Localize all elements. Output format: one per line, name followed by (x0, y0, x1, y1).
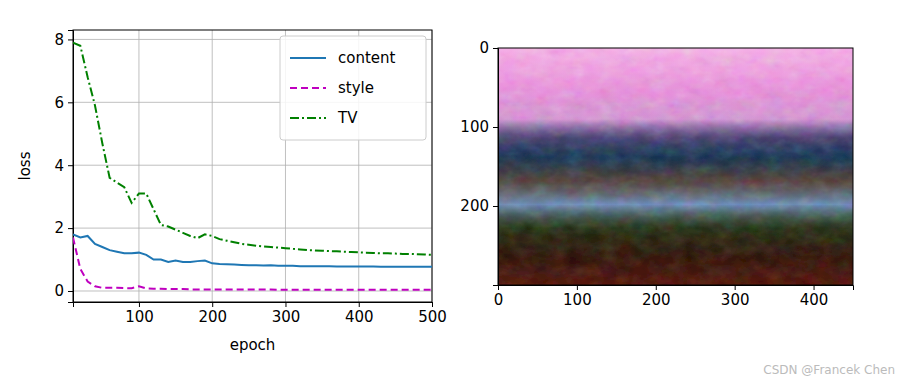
plot-frame (498, 48, 853, 285)
tick: 8 (54, 31, 73, 49)
tick-mark (285, 302, 286, 307)
tick-mark (814, 285, 815, 290)
tick-label: 100 (125, 308, 154, 326)
line (73, 234, 432, 266)
image-pixels (498, 48, 853, 285)
tick: 0 (494, 285, 504, 309)
tick: 4 (54, 157, 73, 175)
tick: 400 (800, 285, 829, 309)
tick-label: 100 (460, 118, 489, 136)
y-axis: 0 100 200 (460, 39, 498, 285)
image (498, 48, 853, 285)
legend-label: content (338, 49, 396, 67)
tick-mark (493, 127, 498, 128)
grid (73, 30, 432, 302)
y-axis: 0 2 4 6 8 (54, 31, 73, 303)
tick-mark (735, 285, 736, 290)
grid-line (73, 165, 432, 166)
tick-label: 300 (272, 308, 301, 326)
y-axis-title: loss (16, 151, 34, 180)
tick-label: 2 (54, 219, 64, 237)
tick: 200 (460, 197, 498, 215)
tick-label: 200 (460, 197, 489, 215)
tick-label: 8 (54, 31, 64, 49)
tick: 300 (721, 285, 750, 309)
tick-mark (68, 165, 73, 166)
legend-label: style (338, 79, 374, 97)
tick-label: 4 (54, 157, 64, 175)
legend: content style TV (280, 36, 426, 140)
tick: 200 (642, 285, 671, 309)
tick-label: 400 (800, 291, 829, 309)
tick: 100 (125, 302, 154, 326)
tick: 2 (54, 219, 73, 237)
tick: 0 (54, 282, 73, 300)
grid-line (138, 30, 139, 302)
tick-mark (493, 206, 498, 207)
x-axis-title: epoch (230, 336, 276, 354)
tick-label: 300 (721, 291, 750, 309)
plot-frame (73, 30, 432, 302)
tick-label: 400 (345, 308, 374, 326)
tick: 6 (54, 94, 73, 112)
tick-mark (359, 302, 360, 307)
axis-line (499, 286, 854, 291)
tick-label: 100 (563, 291, 592, 309)
tick-mark (212, 302, 213, 307)
grid-line (73, 228, 432, 229)
legend-swatch (290, 87, 326, 89)
grid-line (212, 30, 213, 302)
axis-line (74, 303, 433, 308)
legend-box (280, 36, 426, 140)
tick-mark (493, 48, 498, 49)
tick-mark (577, 285, 578, 290)
grid-line (73, 290, 432, 291)
tick: 300 (272, 302, 301, 326)
tick: 100 (563, 285, 592, 309)
tick: 100 (460, 118, 498, 136)
tick-label: 0 (494, 291, 504, 309)
tick-label: 6 (54, 94, 64, 112)
watermark: CSDN @Francek Chen (763, 363, 895, 377)
tick-mark (432, 302, 433, 307)
canvas: 100 200 300 400 500 0 2 4 6 8 epoch loss content styl… (0, 0, 899, 382)
x-axis: 0 100 200 300 400 (494, 285, 854, 309)
tick-mark (68, 39, 73, 40)
chart: 100 200 300 400 500 0 2 4 6 8 epoch loss content styl… (16, 30, 447, 354)
tick: 200 (198, 302, 227, 326)
tick-label: 0 (54, 282, 64, 300)
tick: 0 (479, 39, 498, 57)
tick-label: 0 (479, 39, 489, 57)
legend-swatch (290, 57, 326, 59)
tick-mark (656, 285, 657, 290)
tick-mark (139, 302, 140, 307)
tick-mark (68, 102, 73, 103)
tick-label: 500 (418, 308, 447, 326)
tick-label: 200 (198, 308, 227, 326)
x-axis: 100 200 300 400 500 (74, 302, 447, 326)
legend-swatch (290, 117, 326, 119)
tick: 500 (418, 302, 447, 326)
tick-mark (68, 291, 73, 292)
legend-label: TV (337, 109, 358, 127)
chart: 0 100 200 300 400 0 100 200 (460, 39, 853, 308)
tick: 400 (345, 302, 374, 326)
tick-label: 200 (642, 291, 671, 309)
tick-mark (68, 228, 73, 229)
